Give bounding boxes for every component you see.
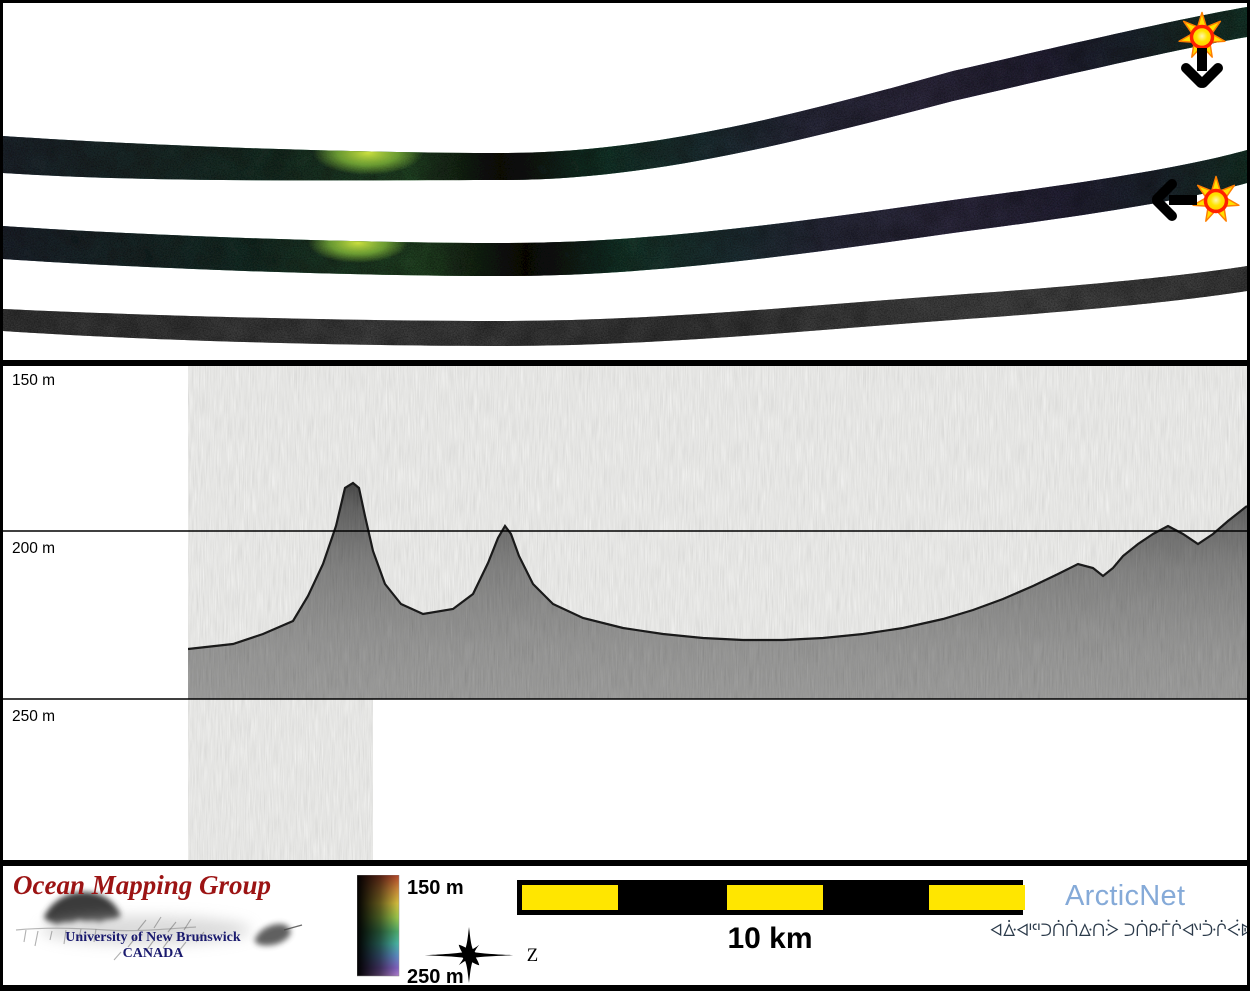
svg-text:150 m: 150 m	[12, 372, 55, 389]
svg-text:250 m: 250 m	[407, 966, 464, 985]
svg-text:10 km: 10 km	[727, 922, 812, 955]
svg-text:Z: Z	[527, 945, 538, 966]
svg-text:150 m: 150 m	[407, 877, 464, 899]
svg-text:250 m: 250 m	[12, 708, 55, 725]
svg-text:200 m: 200 m	[12, 540, 55, 557]
